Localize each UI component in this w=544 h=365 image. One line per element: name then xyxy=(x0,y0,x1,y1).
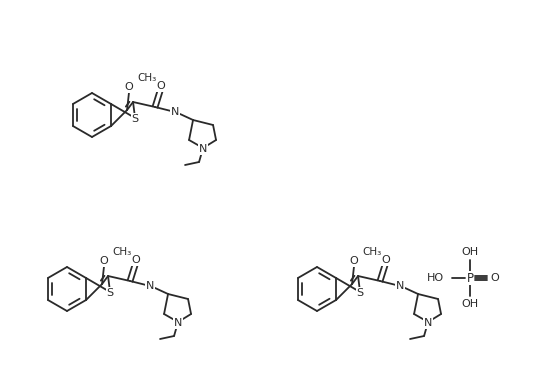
Text: S: S xyxy=(356,288,363,298)
Text: O: O xyxy=(491,273,499,283)
Text: O: O xyxy=(350,256,358,266)
Text: O: O xyxy=(382,255,391,265)
Text: CH₃: CH₃ xyxy=(112,247,131,257)
Text: OH: OH xyxy=(461,247,479,257)
Text: HO: HO xyxy=(427,273,444,283)
Text: CH₃: CH₃ xyxy=(137,73,156,83)
Text: P: P xyxy=(467,272,473,284)
Text: O: O xyxy=(157,81,165,91)
Text: N: N xyxy=(396,281,404,291)
Text: N: N xyxy=(199,144,207,154)
Text: O: O xyxy=(125,82,133,92)
Text: N: N xyxy=(174,318,182,328)
Text: N: N xyxy=(424,318,432,328)
Text: N: N xyxy=(146,281,154,291)
Text: S: S xyxy=(132,114,139,124)
Text: O: O xyxy=(132,255,140,265)
Text: S: S xyxy=(107,288,114,298)
Text: O: O xyxy=(100,256,108,266)
Text: CH₃: CH₃ xyxy=(362,247,381,257)
Text: N: N xyxy=(171,107,179,117)
Text: OH: OH xyxy=(461,299,479,309)
